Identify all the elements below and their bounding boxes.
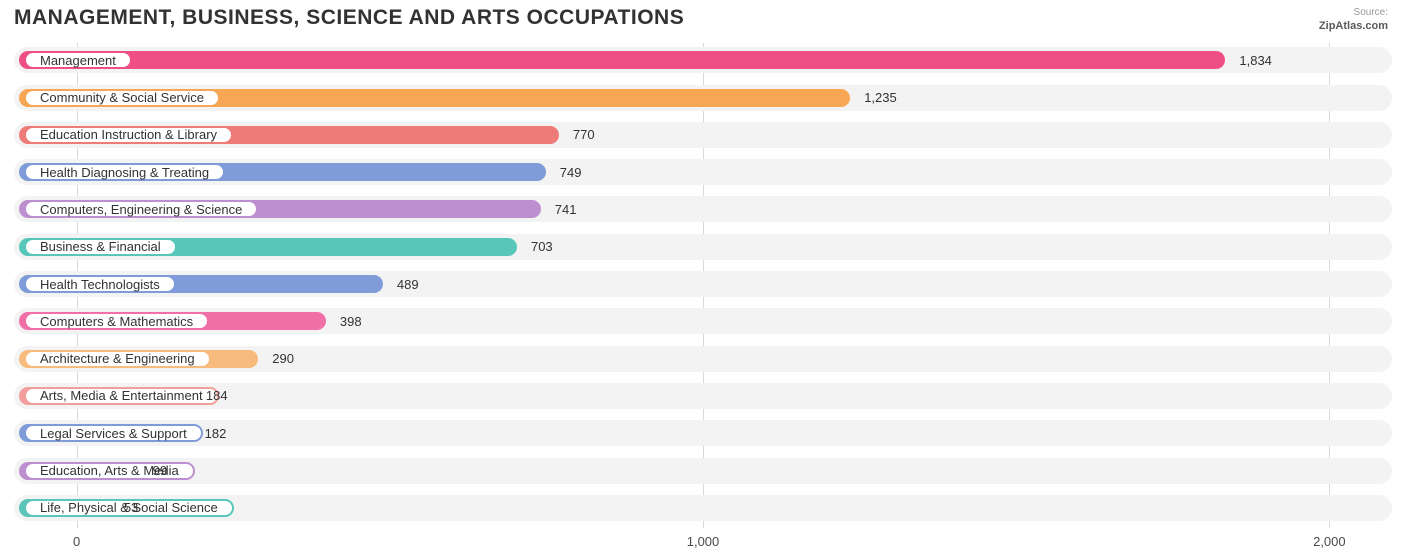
bar-label-pill: Education, Arts & Media [24,462,195,480]
bar-row: Architecture & Engineering 290 [14,342,1392,376]
bar-track [14,458,1392,484]
bar-row: Computers & Mathematics 398 [14,304,1392,338]
source-label: Source: [1319,6,1388,19]
bar-label-pill: Computers & Mathematics [24,312,209,330]
bar-label-pill: Community & Social Service [24,89,220,107]
chart-area: Management 1,834 Community & Social Servic… [0,39,1406,556]
bar-value: 184 [196,387,228,405]
x-tick-label: 0 [73,534,80,549]
bar-label-pill: Health Diagnosing & Treating [24,163,225,181]
bar-label: Architecture & Engineering [40,351,195,366]
bar-value: 703 [521,238,553,256]
bar-value: 99 [143,462,167,480]
bar-label-pill: Arts, Media & Entertainment [24,387,219,405]
bar-value: 290 [262,350,294,368]
bar-label: Business & Financial [40,239,161,254]
bar-row: Education Instruction & Library 770 [14,118,1392,152]
bar-row: Community & Social Service 1,235 [14,81,1392,115]
bar-row: Education, Arts & Media99 [14,454,1392,488]
bar-label-pill: Computers, Engineering & Science [24,200,258,218]
bar-value: 53 [114,499,138,517]
bar-value: 770 [563,126,595,144]
x-tick-label: 1,000 [687,534,720,549]
chart-title: MANAGEMENT, BUSINESS, SCIENCE AND ARTS O… [14,6,684,30]
bar-row: Arts, Media & Entertainment184 [14,379,1392,413]
bar-label: Health Technologists [40,277,160,292]
bar-row: Legal Services & Support 182 [14,416,1392,450]
bar-label-pill: Architecture & Engineering [24,350,211,368]
bar-row: Business & Financial 703 [14,230,1392,264]
bar-label: Computers & Mathematics [40,314,193,329]
bar-value: 741 [545,200,577,218]
bar-label-pill: Business & Financial [24,238,177,256]
bar-label: Education Instruction & Library [40,127,217,142]
bar-label: Management [40,53,116,68]
bar-label: Arts, Media & Entertainment [40,388,203,403]
bar-value: 398 [330,312,362,330]
bar-label: Community & Social Service [40,90,204,105]
source-name: ZipAtlas.com [1319,19,1388,33]
bar-row: Life, Physical & Social Science53 [14,491,1392,525]
chart-header: MANAGEMENT, BUSINESS, SCIENCE AND ARTS O… [0,0,1406,39]
bar-row: Management 1,834 [14,43,1392,77]
bar-value: 749 [550,163,582,181]
bar [19,51,1225,69]
bar-label-pill: Health Technologists [24,275,176,293]
x-tick-label: 2,000 [1313,534,1346,549]
bar-label: Legal Services & Support [40,426,187,441]
plot-region: Management 1,834 Community & Social Servic… [14,43,1392,528]
bar-label-pill: Education Instruction & Library [24,126,233,144]
bar-value: 1,834 [1229,51,1272,69]
bar-value: 489 [387,275,419,293]
bar-row: Health Technologists 489 [14,267,1392,301]
bar-value: 182 [195,424,227,442]
bar-label: Health Diagnosing & Treating [40,165,209,180]
bar-row: Computers, Engineering & Science 741 [14,192,1392,226]
source-attribution: Source: ZipAtlas.com [1319,6,1388,33]
bar-row: Health Diagnosing & Treating 749 [14,155,1392,189]
bar-label: Computers, Engineering & Science [40,202,242,217]
bar-label-pill: Legal Services & Support [24,424,203,442]
x-axis: 0 1,000 2,000 [14,532,1392,556]
bar-label-pill: Management [24,51,132,69]
bar-value: 1,235 [854,89,897,107]
